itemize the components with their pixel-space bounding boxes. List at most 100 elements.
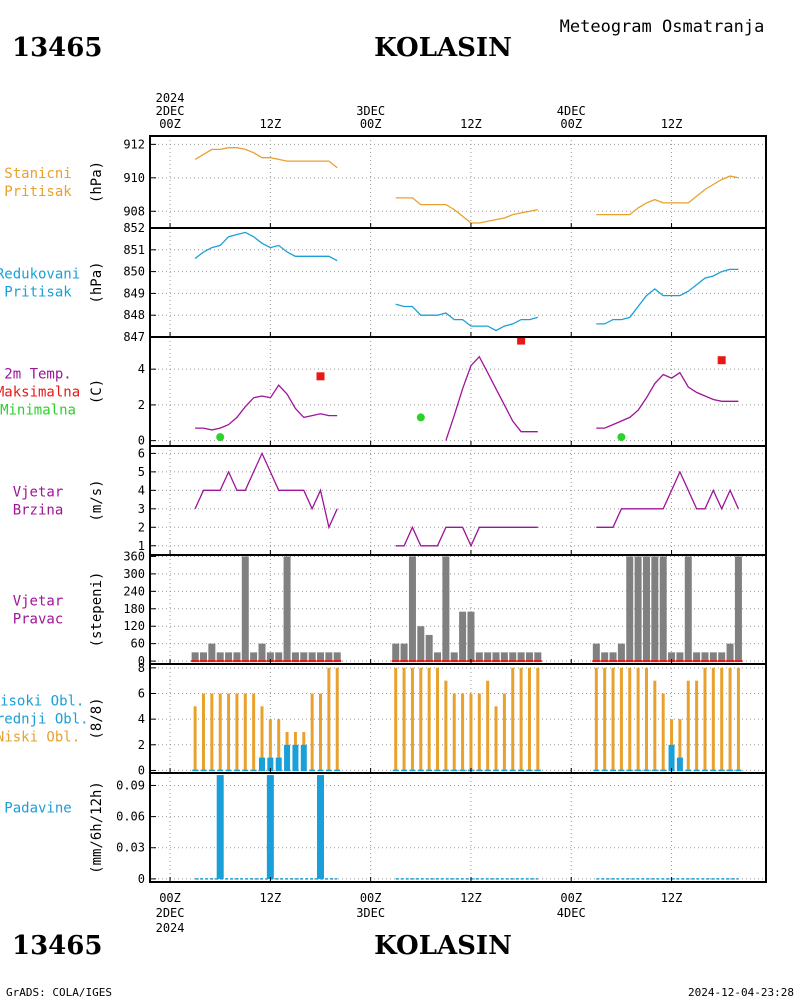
- wind-direction-bar: [459, 611, 467, 662]
- wind-direction-bar: [718, 652, 726, 662]
- y-tick-label: 3: [138, 502, 145, 516]
- panel-frame: [149, 135, 767, 229]
- panel-label: 2m Temp.: [4, 367, 71, 383]
- series-line: [596, 268, 739, 325]
- panel-wind_speed: 1 2 3 4 5 6 (m/s) Vjetar Brzina: [13, 445, 767, 556]
- y-tick-label: 60: [131, 637, 145, 651]
- y-tick-label: 360: [123, 549, 145, 563]
- cloud-bar-low: [210, 693, 214, 771]
- y-tick-label: 852: [123, 221, 145, 235]
- panel-cloud_cover: 0 2 4 6 8 (8/8) Visoki Obl. Srednji Obl. Niski O…: [0, 661, 767, 777]
- time-label-bottom: 00Z: [159, 891, 181, 905]
- time-label-bottom: 00Z: [560, 891, 582, 905]
- wind-direction-bar: [525, 652, 533, 662]
- panel-reduced_pressure: 847 848 849 850 851 852 (hPa) Redukovani Pritisa…: [0, 221, 767, 344]
- wind-direction-bar: [241, 556, 249, 662]
- cloud-bar-low: [511, 667, 515, 771]
- wind-direction-bar: [467, 611, 475, 662]
- wind-direction-bar: [500, 652, 508, 662]
- y-tick-label: 908: [123, 204, 145, 218]
- time-label-bottom: 00Z: [360, 891, 382, 905]
- max-temp-marker: [717, 356, 726, 365]
- cloud-bar-low: [502, 693, 506, 771]
- cloud-bar-low: [653, 680, 657, 771]
- panel-label: Visoki Obl.: [0, 694, 84, 710]
- station-name-bottom: KOLASIN: [374, 931, 512, 961]
- y-tick-label: 4: [138, 362, 145, 376]
- series-line: [596, 371, 739, 429]
- cloud-bar-mid: [292, 744, 299, 771]
- panel-wind_direction: 0 60 120 180 240 300 360 (stepeni) Vjetar Pravac: [13, 549, 767, 668]
- cloud-bar-low: [193, 706, 197, 771]
- wind-direction-bar: [651, 556, 659, 662]
- cloud-bar-low: [619, 667, 623, 771]
- axis-unit-label: (stepeni): [89, 572, 105, 648]
- cloud-bar-low: [436, 667, 440, 771]
- wind-direction-bar: [517, 652, 525, 662]
- wind-direction-bar: [492, 652, 500, 662]
- wind-direction-bar: [726, 643, 734, 662]
- panel-label: Vjetar: [13, 594, 64, 610]
- y-tick-label: 0: [138, 654, 145, 668]
- cloud-bar-low: [319, 693, 323, 771]
- wind-direction-bar: [442, 556, 450, 662]
- cloud-bar-low: [728, 667, 732, 771]
- wind-direction-bar: [291, 652, 299, 662]
- cloud-bar-low: [494, 706, 498, 771]
- time-label-bottom: 12Z: [260, 891, 282, 905]
- wind-direction-bar: [317, 652, 325, 662]
- y-tick-label: 6: [138, 686, 145, 700]
- axis-unit-label: (mm/6h/12h): [89, 781, 105, 874]
- cloud-bar-low: [477, 693, 481, 771]
- panel-precipitation: 0 0.03 0.06 0.09 (mm/6h/12h) Padavine: [4, 772, 767, 886]
- y-tick-label: 0.06: [116, 810, 145, 824]
- cloud-bar-low: [427, 667, 431, 771]
- y-tick-label: 2: [138, 398, 145, 412]
- y-tick-label: 851: [123, 243, 145, 257]
- cloud-bar-low: [695, 680, 699, 771]
- cloud-bar-low: [661, 693, 665, 771]
- y-tick-label: 848: [123, 308, 145, 322]
- time-label-bottom: 4DEC: [557, 906, 586, 920]
- panel-label: Stanicni: [4, 166, 71, 182]
- wind-direction-bar: [191, 652, 199, 662]
- cloud-bar-low: [461, 693, 465, 771]
- cloud-bar-low: [720, 667, 724, 771]
- series-line: [445, 355, 538, 441]
- wind-direction-bar: [534, 652, 542, 662]
- cloud-bar-low: [603, 667, 607, 771]
- cloud-bar-low: [736, 667, 740, 771]
- cloud-bar-low: [227, 693, 231, 771]
- y-tick-label: 6: [138, 446, 145, 460]
- axis-unit-label: (hPa): [89, 161, 105, 203]
- cloud-bar-low: [644, 667, 648, 771]
- axis-unit-label: (8/8): [89, 697, 105, 739]
- wind-direction-bar: [509, 652, 517, 662]
- wind-direction-bar: [333, 652, 341, 662]
- series-line: [194, 231, 338, 262]
- wind-direction-bar: [668, 652, 676, 662]
- y-tick-label: 0: [138, 434, 145, 448]
- panel-label: Minimalna: [0, 403, 76, 419]
- wind-direction-bar: [275, 652, 283, 662]
- y-tick-label: 1: [138, 539, 145, 553]
- wind-direction-bar: [425, 634, 433, 662]
- panel-label: Niski Obl.: [0, 730, 80, 746]
- wind-direction-bar: [609, 652, 617, 662]
- cloud-bar-low: [469, 693, 473, 771]
- time-label-top: 4DEC: [557, 104, 586, 118]
- axis-unit-label: (hPa): [89, 261, 105, 303]
- wind-direction-bar: [475, 652, 483, 662]
- y-tick-label: 849: [123, 286, 145, 300]
- max-temp-marker: [517, 336, 526, 345]
- y-tick-label: 300: [123, 567, 145, 581]
- time-label-top: 12Z: [260, 117, 282, 131]
- wind-direction-bar: [400, 643, 408, 662]
- cloud-bar-mid: [259, 757, 265, 771]
- cloud-bar-low: [419, 667, 423, 771]
- time-label-top: 00Z: [360, 117, 382, 131]
- cloud-bar-low: [486, 680, 490, 771]
- precip-bar: [216, 775, 224, 879]
